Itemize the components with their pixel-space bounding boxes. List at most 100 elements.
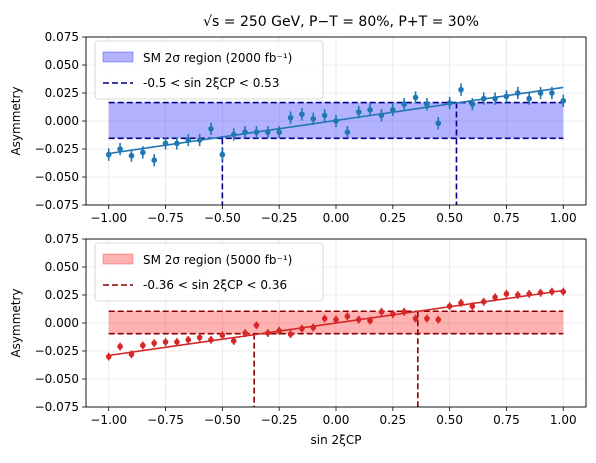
data-point (424, 101, 430, 107)
data-point (515, 292, 521, 298)
data-point (367, 317, 373, 324)
data-point (185, 137, 192, 143)
y-tick-label: 0.000 (45, 114, 79, 128)
data-point (265, 330, 271, 336)
data-point (276, 129, 282, 135)
y-tick-label: −0.025 (35, 344, 79, 358)
data-point (390, 311, 396, 317)
data-point (480, 298, 487, 305)
x-tick-label: −1.00 (90, 211, 127, 225)
data-point (242, 129, 248, 135)
x-tick-label: −0.75 (147, 413, 184, 427)
data-point (105, 353, 112, 360)
data-point (469, 303, 476, 310)
data-point (412, 94, 419, 101)
data-point (174, 140, 180, 147)
data-point (162, 140, 169, 147)
data-point (162, 339, 169, 345)
data-point (242, 330, 248, 336)
data-point (208, 337, 214, 343)
data-point (446, 303, 453, 310)
data-point (492, 294, 498, 301)
data-point (549, 288, 555, 295)
data-point (458, 300, 464, 306)
legend-interval-label: -0.36 < sin 2ξCP < 0.36 (143, 278, 287, 292)
x-tick-label: 0.25 (379, 413, 406, 427)
data-point (105, 151, 112, 158)
data-point (435, 120, 442, 127)
data-point (435, 316, 442, 323)
data-point (401, 101, 407, 107)
chart-title: √s = 250 GeV, P−T = 80%, P+T = 30% (203, 14, 479, 30)
y-tick-label: −0.050 (35, 170, 79, 184)
data-point (401, 309, 407, 315)
data-point (253, 129, 260, 135)
x-tick-label: 0.75 (493, 413, 520, 427)
data-point (219, 332, 226, 339)
data-point (378, 112, 385, 119)
data-point (503, 93, 510, 100)
data-point (299, 325, 305, 332)
data-point (537, 289, 544, 296)
x-tick-label: 0.50 (436, 211, 463, 225)
data-point (424, 315, 430, 322)
data-point (321, 315, 328, 322)
data-point (208, 126, 214, 132)
data-point (230, 338, 237, 344)
x-tick-label: 0.50 (436, 413, 463, 427)
x-tick-label: 1.00 (550, 211, 577, 225)
data-point (265, 129, 271, 135)
x-tick-label: −0.25 (261, 413, 298, 427)
data-point (378, 309, 385, 315)
data-point (515, 90, 521, 96)
data-point (333, 316, 339, 323)
data-point (196, 137, 203, 143)
y-tick-label: 0.075 (45, 232, 79, 246)
data-point (140, 149, 146, 156)
x-tick-label: 0.75 (493, 211, 520, 225)
data-point (549, 90, 555, 96)
data-point (355, 316, 362, 323)
data-point (367, 107, 373, 113)
panel-bottom: −1.00 −0.75 −0.50 −0.25 0.00 0.25 0.50 0.75 1.00… (9, 232, 587, 447)
data-point (390, 107, 396, 113)
data-point (310, 324, 317, 331)
data-point (151, 340, 157, 346)
y-tick-label: 0.025 (45, 86, 79, 100)
data-point (117, 146, 123, 152)
data-point (174, 339, 180, 345)
legend-band-label: SM 2σ region (5000 fb⁻¹) (143, 253, 292, 267)
data-point (321, 112, 328, 119)
x-tick-label: 1.00 (550, 413, 577, 427)
data-point (560, 288, 567, 295)
y-tick-label: −0.025 (35, 142, 79, 156)
y-tick-label: 0.025 (45, 288, 79, 302)
x-tick-label: −1.00 (90, 413, 127, 427)
y-tick-label: −0.075 (35, 198, 79, 212)
data-point (230, 131, 237, 138)
data-point (480, 95, 487, 102)
data-point (537, 90, 544, 96)
y-axis-label: Asymmetry (9, 86, 23, 155)
data-point (253, 322, 260, 329)
data-point (355, 109, 362, 115)
y-tick-label: −0.050 (35, 372, 79, 386)
x-tick-label: 0.25 (379, 211, 406, 225)
legend-band-swatch (102, 253, 134, 265)
data-point (117, 343, 123, 350)
data-point (276, 328, 282, 334)
legend-band-swatch (102, 51, 134, 63)
panel-top: −1.00 −0.75 −0.50 −0.25 0.00 0.25 0.50 0.75 1.00… (9, 30, 587, 225)
data-point (412, 315, 419, 322)
data-point (469, 101, 476, 107)
y-tick-label: 0.000 (45, 316, 79, 330)
x-axis-label: sin 2ξCP (311, 433, 362, 447)
x-tick-label: −0.75 (147, 211, 184, 225)
x-tick-label: −0.25 (261, 211, 298, 225)
data-point (196, 334, 203, 341)
legend-band-label: SM 2σ region (2000 fb⁻¹) (143, 51, 292, 65)
x-tick-label: 0.00 (323, 211, 350, 225)
data-point (128, 152, 135, 159)
data-point (140, 342, 146, 349)
